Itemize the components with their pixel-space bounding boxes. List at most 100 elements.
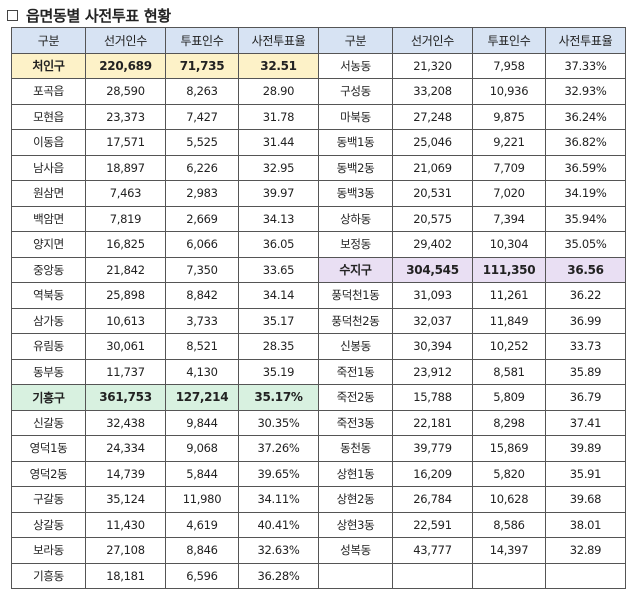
voters-cell: 11,737: [85, 358, 166, 385]
rate-cell: 35.19: [238, 358, 319, 385]
voters-cell: 33,208: [392, 78, 473, 105]
voters-cell: 24,334: [85, 435, 166, 462]
district-name-cell: 상현3동: [318, 511, 393, 538]
voters-cell: 30,061: [85, 333, 166, 360]
voters-cell: 27,108: [85, 537, 166, 564]
votes-cell: 7,427: [165, 103, 239, 130]
district-name-cell: 처인구: [11, 52, 86, 79]
header-cell-district: 구분: [318, 27, 393, 54]
table-row: 신갈동 32,438 9,844 30.35% 죽전3동 22,181 8,298 37.41: [11, 409, 626, 436]
district-name-cell: 상갈동: [11, 511, 86, 538]
table-row: 중앙동 21,842 7,350 33.65 수지구 304,545 111,350 36.5…: [11, 256, 626, 283]
district-name-cell: 이동읍: [11, 129, 86, 156]
rate-cell: 31.78: [238, 103, 319, 130]
header-cell-voters: 선거인수: [85, 27, 166, 54]
early-voting-table: 구분 선거인수 투표인수 사전투표율 구분 선거인수 투표인수 사전투표율 처인…: [11, 27, 626, 589]
district-name-cell: 죽전3동: [318, 409, 393, 436]
district-name-cell: 상현1동: [318, 460, 393, 487]
table-header: 구분 선거인수 투표인수 사전투표율 구분 선거인수 투표인수 사전투표율: [11, 27, 626, 54]
district-name-cell: 남사읍: [11, 154, 86, 181]
district-name-cell: 삼가동: [11, 307, 86, 334]
votes-cell: 8,581: [472, 358, 546, 385]
rate-cell: 30.35%: [238, 409, 319, 436]
rate-cell: 31.44: [238, 129, 319, 156]
table-row: 구갈동 35,124 11,980 34.11% 상현2동 26,784 10,628 39.…: [11, 486, 626, 513]
voters-cell: 32,438: [85, 409, 166, 436]
district-name-cell: 동천동: [318, 435, 393, 462]
voters-cell: 20,575: [392, 205, 473, 232]
district-name-cell: 상현2동: [318, 486, 393, 513]
voters-cell: 25,898: [85, 282, 166, 309]
voters-cell: 22,591: [392, 511, 473, 538]
rate-cell: 37.33%: [545, 52, 626, 79]
voters-cell: 43,777: [392, 537, 473, 564]
votes-cell: 7,020: [472, 180, 546, 207]
rate-cell: 28.35: [238, 333, 319, 360]
district-name-cell: 유림동: [11, 333, 86, 360]
votes-cell: 8,263: [165, 78, 239, 105]
votes-cell: 10,304: [472, 231, 546, 258]
voters-cell: 35,124: [85, 486, 166, 513]
votes-cell: 8,586: [472, 511, 546, 538]
rate-cell: 34.19%: [545, 180, 626, 207]
voters-cell: 11,430: [85, 511, 166, 538]
rate-cell: 36.05: [238, 231, 319, 258]
voters-cell: 15,788: [392, 384, 473, 411]
rate-cell: 35.05%: [545, 231, 626, 258]
rate-cell: 35.91: [545, 460, 626, 487]
rate-cell: 32.63%: [238, 537, 319, 564]
voters-cell: 361,753: [85, 384, 166, 411]
voters-cell: 7,819: [85, 205, 166, 232]
table-row: 남사읍 18,897 6,226 32.95 동백2동 21,069 7,709 36.59%: [11, 154, 626, 181]
votes-cell: 14,397: [472, 537, 546, 564]
voters-cell: 7,463: [85, 180, 166, 207]
rate-cell: 32.95: [238, 154, 319, 181]
district-name-cell: 보정동: [318, 231, 393, 258]
table-row: 모현읍 23,373 7,427 31.78 마북동 27,248 9,875 36.24%: [11, 103, 626, 130]
header-cell-rate: 사전투표율: [545, 27, 626, 54]
district-name-cell: 풍덕천2동: [318, 307, 393, 334]
rate-cell: 34.14: [238, 282, 319, 309]
rate-cell: 37.41: [545, 409, 626, 436]
district-name-cell: 양지면: [11, 231, 86, 258]
voters-cell: 32,037: [392, 307, 473, 334]
voters-cell: 18,897: [85, 154, 166, 181]
votes-cell: 5,820: [472, 460, 546, 487]
voters-cell: 14,739: [85, 460, 166, 487]
district-name-cell: 기흥구: [11, 384, 86, 411]
voters-cell: 220,689: [85, 52, 166, 79]
rate-cell: 32.89: [545, 537, 626, 564]
voters-cell: 21,069: [392, 154, 473, 181]
votes-cell: [472, 562, 546, 589]
voters-cell: 304,545: [392, 256, 473, 283]
votes-cell: 127,214: [165, 384, 239, 411]
table-row: 양지면 16,825 6,066 36.05 보정동 29,402 10,304 35.05%: [11, 231, 626, 258]
voters-cell: 39,779: [392, 435, 473, 462]
rate-cell: 34.13: [238, 205, 319, 232]
rate-cell: 33.65: [238, 256, 319, 283]
table-row: 영덕2동 14,739 5,844 39.65% 상현1동 16,209 5,820 35.9…: [11, 460, 626, 487]
votes-cell: 5,809: [472, 384, 546, 411]
rate-cell: 36.59%: [545, 154, 626, 181]
votes-cell: 9,844: [165, 409, 239, 436]
district-name-cell: 동백1동: [318, 129, 393, 156]
rate-cell: 35.17: [238, 307, 319, 334]
district-name-cell: 동부동: [11, 358, 86, 385]
rate-cell: 36.79: [545, 384, 626, 411]
district-name-cell: 역북동: [11, 282, 86, 309]
district-name-cell: 죽전2동: [318, 384, 393, 411]
votes-cell: 8,521: [165, 333, 239, 360]
voters-cell: [392, 562, 473, 589]
voters-cell: 10,613: [85, 307, 166, 334]
voters-cell: 22,181: [392, 409, 473, 436]
votes-cell: 8,298: [472, 409, 546, 436]
voters-cell: 18,181: [85, 562, 166, 589]
voters-cell: 21,320: [392, 52, 473, 79]
rate-cell: 35.17%: [238, 384, 319, 411]
votes-cell: 8,842: [165, 282, 239, 309]
header-cell-rate: 사전투표율: [238, 27, 319, 54]
checkbox-icon: [7, 9, 18, 21]
votes-cell: 2,669: [165, 205, 239, 232]
voters-cell: 27,248: [392, 103, 473, 130]
rate-cell: 32.93%: [545, 78, 626, 105]
